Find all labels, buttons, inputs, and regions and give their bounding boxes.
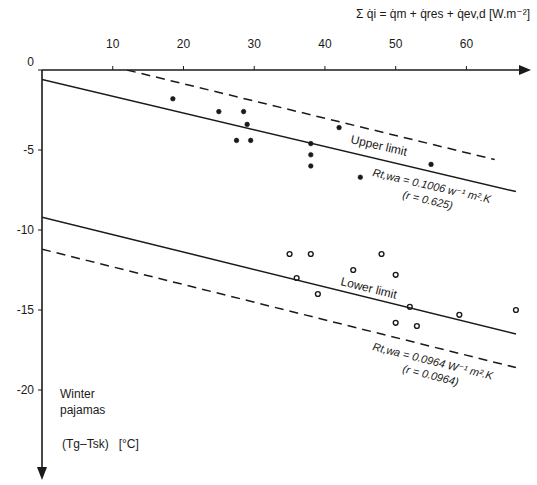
fit-line bbox=[42, 80, 516, 192]
y-tick-label: -5 bbox=[23, 143, 34, 157]
data-point bbox=[308, 153, 313, 158]
data-point bbox=[457, 312, 462, 317]
x-tick-label: 10 bbox=[106, 37, 120, 51]
y-axis-arrow bbox=[37, 467, 47, 480]
x-tick-label: 30 bbox=[248, 37, 262, 51]
y-tick-label: -20 bbox=[17, 383, 35, 397]
y-tick bbox=[38, 70, 42, 71]
annotation: (r = 0.0964) bbox=[402, 362, 461, 388]
y-tick bbox=[38, 230, 42, 231]
x-tick bbox=[112, 66, 113, 70]
x-axis bbox=[42, 69, 523, 71]
y-tick-label: -10 bbox=[17, 223, 35, 237]
data-point bbox=[287, 252, 292, 257]
y-tick bbox=[38, 150, 42, 151]
x-tick bbox=[395, 66, 396, 70]
y-axis-label: (Tg–Tsk) [°C] bbox=[62, 437, 139, 451]
x-tick-label: 50 bbox=[389, 37, 403, 51]
data-point bbox=[245, 122, 250, 127]
data-point bbox=[217, 109, 222, 114]
x-axis-label: Σ q̇i = q̇m + q̇res + q̇ev,d [W.m⁻²] bbox=[356, 7, 530, 21]
chart: 10 20 30 40 50 60 0 -5 -10 -15 -20 Σ q̇i = q̇m + q̇… bbox=[0, 0, 537, 485]
annotation: (r = 0.625) bbox=[402, 188, 455, 211]
data-point bbox=[351, 268, 356, 273]
x-tick bbox=[254, 66, 255, 70]
data-point bbox=[429, 162, 434, 167]
data-point bbox=[358, 175, 363, 180]
data-point bbox=[414, 324, 419, 329]
x-tick-label: 60 bbox=[460, 37, 474, 51]
data-point bbox=[234, 138, 239, 143]
y-axis bbox=[41, 70, 43, 470]
annotation: Winterpajamas bbox=[60, 387, 105, 417]
dashed-line bbox=[42, 249, 516, 367]
annotation: Lower limit bbox=[339, 274, 399, 302]
x-tick-label: 40 bbox=[318, 37, 332, 51]
fit-line bbox=[42, 217, 516, 334]
x-tick bbox=[324, 66, 325, 70]
data-point bbox=[248, 138, 253, 143]
annotation: Upper limit bbox=[349, 132, 409, 159]
data-point bbox=[308, 164, 313, 169]
plot-area bbox=[42, 70, 518, 368]
data-point bbox=[393, 320, 398, 325]
data-point bbox=[308, 252, 313, 257]
data-point bbox=[315, 292, 320, 297]
x-tick bbox=[466, 66, 467, 70]
y-tick bbox=[38, 310, 42, 311]
data-point bbox=[514, 308, 519, 313]
data-point bbox=[393, 272, 398, 277]
y-tick bbox=[38, 390, 42, 391]
y-tick-label: 0 bbox=[27, 55, 34, 69]
y-tick-label: -15 bbox=[17, 303, 35, 317]
x-axis-arrow bbox=[519, 65, 531, 75]
data-point bbox=[379, 252, 384, 257]
data-point bbox=[171, 97, 176, 102]
data-point bbox=[337, 125, 342, 130]
data-point bbox=[241, 109, 246, 114]
dashed-line bbox=[127, 70, 495, 160]
x-tick bbox=[183, 66, 184, 70]
x-tick-label: 20 bbox=[177, 37, 191, 51]
